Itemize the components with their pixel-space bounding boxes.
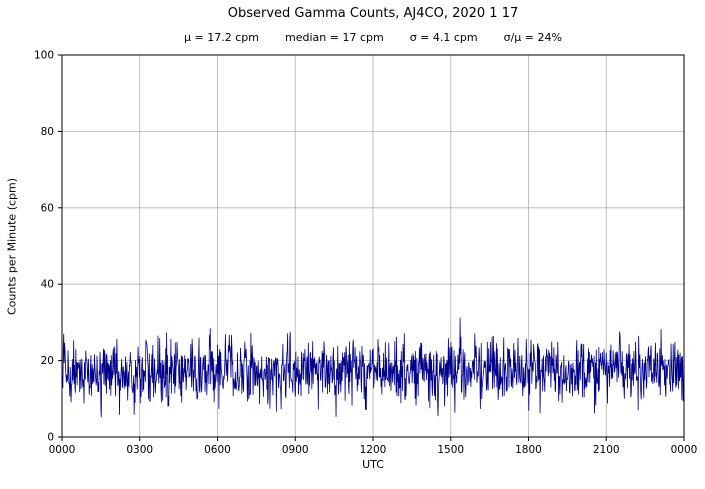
x-tick-label: 0000 bbox=[49, 444, 76, 456]
y-tick-label: 100 bbox=[34, 50, 54, 62]
stat-item-2: σ = 4.1 cpm bbox=[409, 31, 478, 44]
stat-item-0: μ = 17.2 cpm bbox=[184, 31, 259, 44]
stats-line: μ = 17.2 cpm median = 17 cpm σ = 4.1 cpm σ/… bbox=[62, 31, 684, 44]
y-tick-label: 60 bbox=[41, 202, 54, 214]
x-tick-label: 0300 bbox=[126, 444, 153, 456]
x-tick-label: 1500 bbox=[437, 444, 464, 456]
stat-item-1: median = 17 cpm bbox=[285, 31, 384, 44]
chart-title: Observed Gamma Counts, AJ4CO, 2020 1 17 bbox=[227, 6, 519, 21]
y-tick-label: 20 bbox=[41, 355, 54, 367]
y-tick-label: 80 bbox=[41, 126, 54, 138]
x-tick-label: 0600 bbox=[204, 444, 231, 456]
stat-item-3: σ/μ = 24% bbox=[503, 31, 562, 44]
x-axis-label: UTC bbox=[362, 458, 384, 471]
x-tick-label: 1800 bbox=[515, 444, 542, 456]
x-tick-label: 2100 bbox=[593, 444, 620, 456]
x-tick-label: 0900 bbox=[282, 444, 309, 456]
y-tick-label: 40 bbox=[41, 279, 54, 291]
x-tick-label: 1200 bbox=[360, 444, 387, 456]
gamma-counts-line bbox=[61, 317, 685, 418]
y-tick-label: 0 bbox=[47, 432, 54, 444]
x-tick-label: 0000 bbox=[671, 444, 698, 456]
